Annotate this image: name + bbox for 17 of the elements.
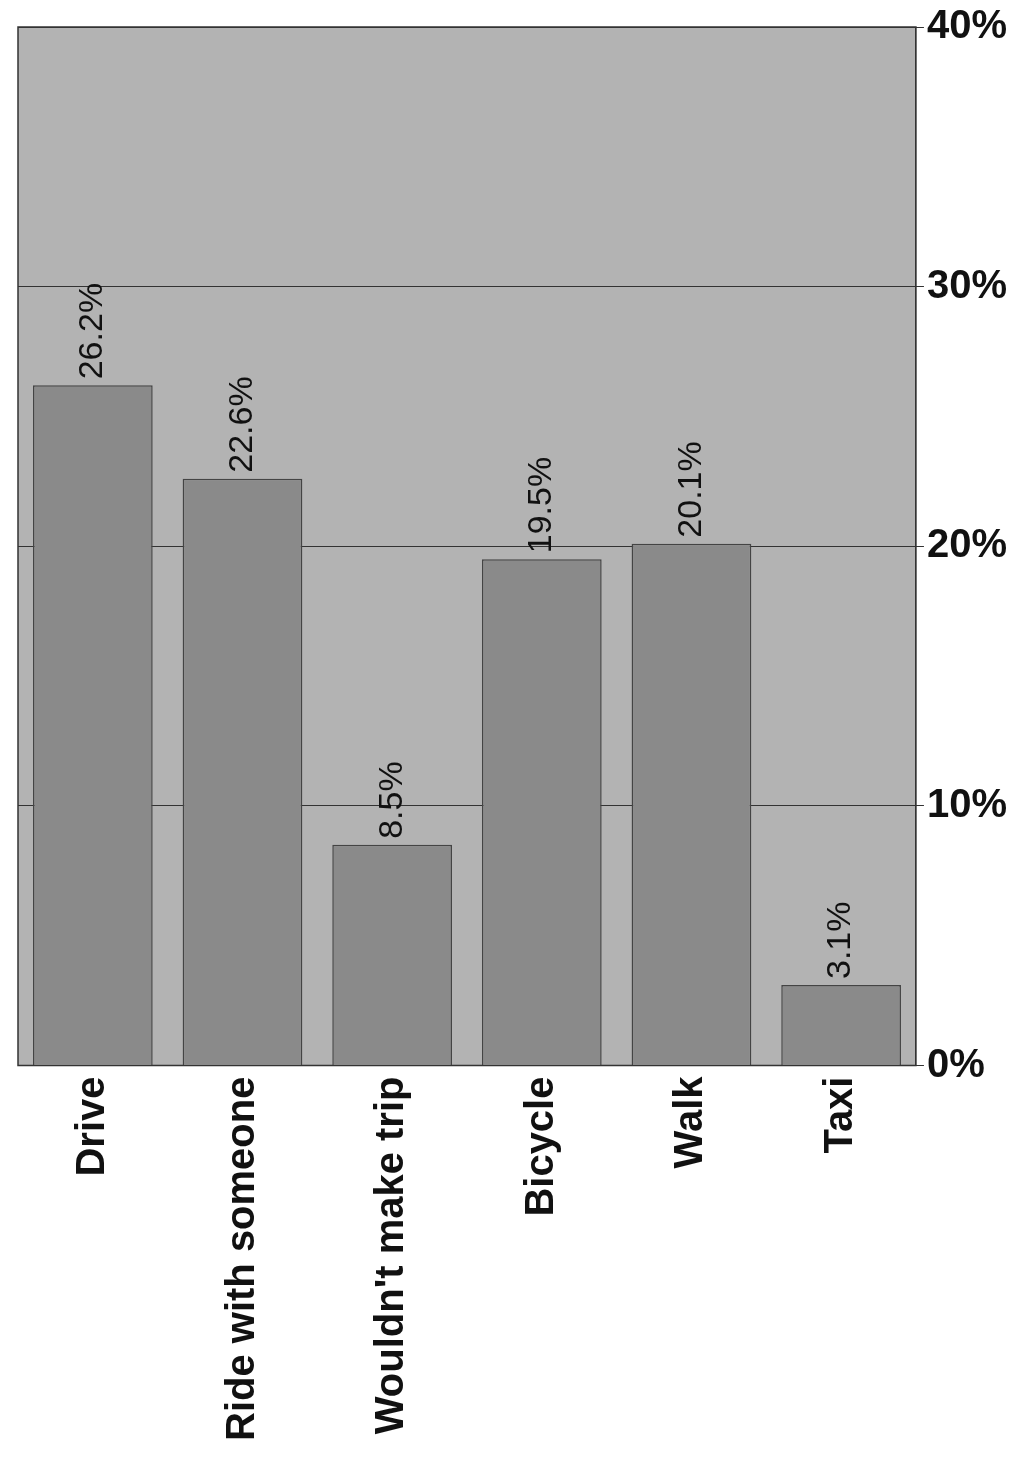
x-tick-label: Ride with someone bbox=[217, 1076, 262, 1442]
y-tick-label: 0% bbox=[926, 1040, 985, 1085]
x-tick-label: Taxi bbox=[816, 1076, 861, 1154]
data-label: 3.1% bbox=[819, 901, 858, 980]
y-tick-label: 20% bbox=[926, 521, 1007, 566]
data-label: 22.6% bbox=[220, 376, 259, 473]
y-tick-label: 10% bbox=[926, 780, 1007, 825]
y-tick-label: 30% bbox=[926, 261, 1007, 306]
x-tick-label: Wouldn't make trip bbox=[367, 1076, 412, 1435]
data-label: 19.5% bbox=[520, 456, 559, 554]
data-label: 20.1% bbox=[669, 441, 708, 538]
x-tick-label: Walk bbox=[666, 1075, 711, 1169]
y-tick-label: 40% bbox=[926, 2, 1007, 47]
data-label: 26.2% bbox=[71, 282, 110, 380]
data-label: 8.5% bbox=[370, 761, 409, 839]
x-tick-label: Drive bbox=[67, 1076, 112, 1177]
x-tick-label: Bicycle bbox=[516, 1076, 561, 1217]
